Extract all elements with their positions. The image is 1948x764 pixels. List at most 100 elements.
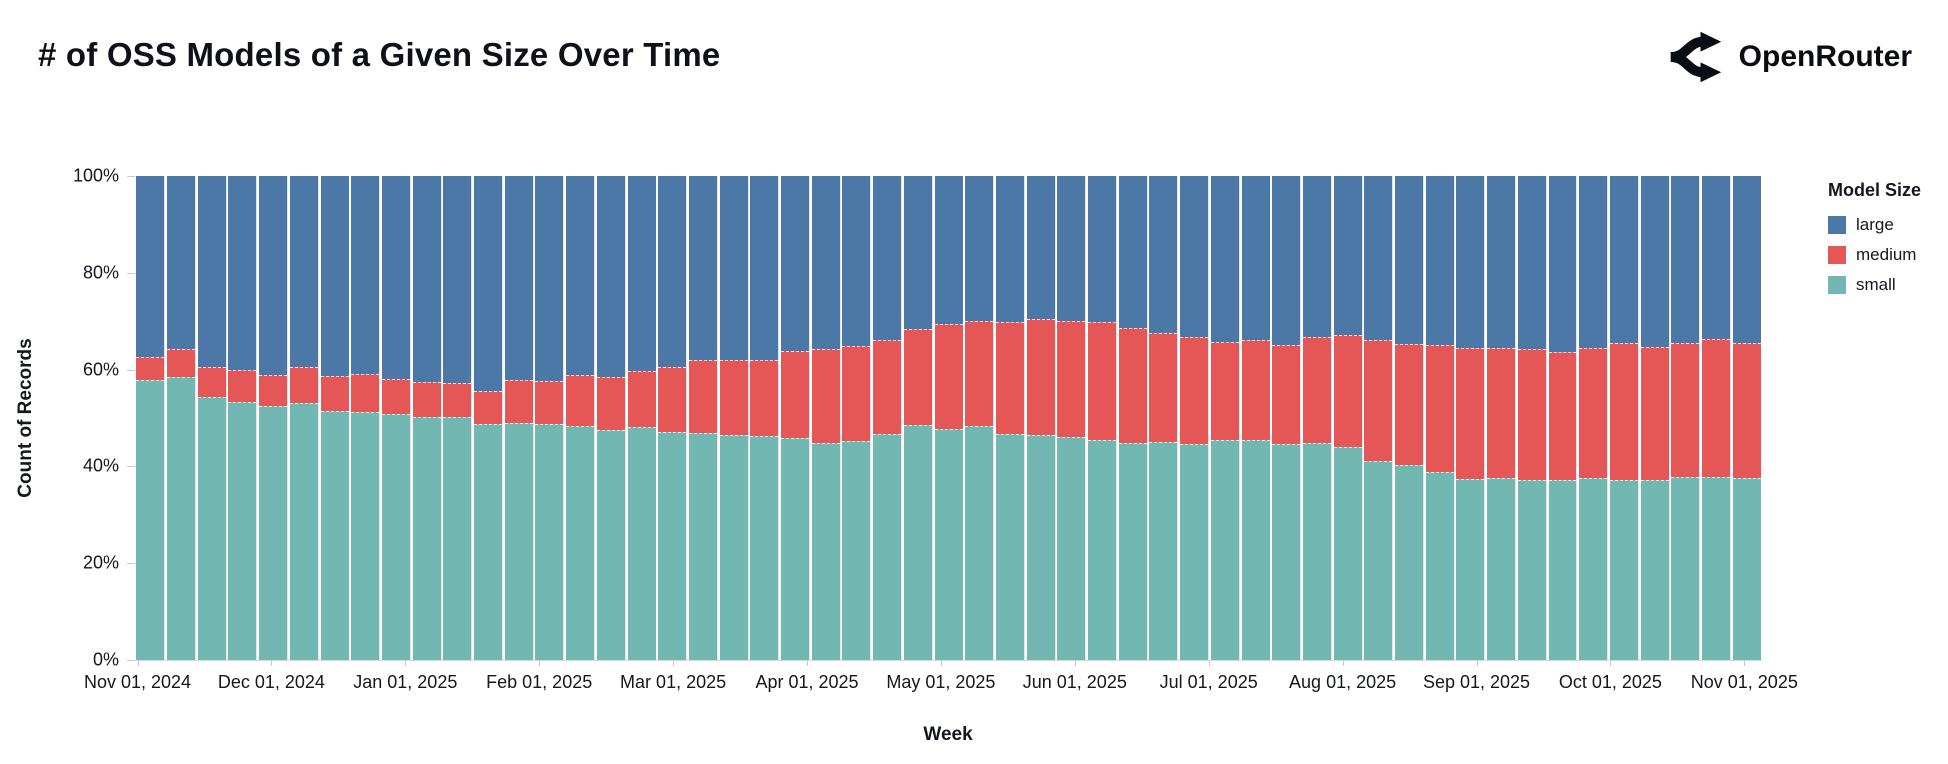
bar-segment-large [1180, 176, 1209, 338]
x-axis-tick [405, 660, 407, 666]
bar-segment-large [1210, 176, 1239, 342]
x-axis-label: Oct 01, 2025 [1558, 672, 1662, 692]
bar-segment-small [1210, 439, 1239, 660]
bar-segment-large [1272, 176, 1301, 346]
stacked-bar-week-36 [1210, 176, 1239, 660]
x-axis-tick [1476, 660, 1478, 666]
week-gridline [1515, 176, 1516, 660]
bar-segment-small [719, 435, 748, 660]
week-gridline [839, 176, 841, 660]
bar-segment-medium [1364, 340, 1393, 462]
bar-segment-small [1671, 476, 1700, 660]
y-axis-title: Count of Records [15, 338, 36, 498]
bar-segment-medium [596, 377, 625, 431]
stacked-bar-week-45 [1487, 176, 1516, 660]
stacked-bar-week-37 [1241, 176, 1270, 660]
bar-segment-large [1456, 176, 1485, 349]
week-gridline [287, 176, 289, 660]
y-axis-tick [127, 176, 135, 177]
bar-segment-large [1333, 176, 1362, 335]
week-gridline [1392, 176, 1394, 660]
bar-segment-large [1548, 176, 1577, 352]
week-gridline [409, 176, 411, 660]
bar-segment-small [873, 433, 902, 660]
week-gridline [164, 176, 166, 660]
bar-segment-medium [1333, 334, 1362, 447]
x-axis-label: Apr 01, 2025 [755, 672, 859, 692]
bar-segment-small [228, 402, 257, 660]
stacked-bar-week-11 [443, 176, 472, 660]
bar-segment-large [351, 176, 380, 375]
week-gridline [778, 176, 780, 660]
bar-segment-small [781, 437, 810, 660]
bar-segment-medium [842, 346, 871, 441]
bar-segment-medium [1026, 318, 1055, 435]
stacked-bar-week-28 [965, 176, 994, 660]
bar-segment-small [320, 410, 349, 660]
stacked-bar-week-41 [1364, 176, 1393, 660]
bar-segment-medium [965, 320, 994, 427]
bar-segment-small [1272, 444, 1301, 660]
bar-segment-small [136, 379, 165, 660]
y-axis-tick [127, 660, 135, 661]
week-gridline [532, 176, 534, 660]
page-title: # of OSS Models of a Given Size Over Tim… [38, 36, 721, 73]
x-axis-label: Nov 01, 2024 [83, 672, 192, 692]
bar-segment-small [351, 411, 380, 660]
bar-segment-medium [1640, 346, 1669, 480]
week-gridline [931, 176, 933, 660]
bar-segment-medium [934, 324, 963, 430]
week-gridline [1637, 176, 1639, 660]
week-gridline [1238, 176, 1240, 660]
stacked-bar-week-38 [1272, 176, 1301, 660]
y-axis-tick [127, 369, 135, 371]
y-axis-label: 40% [82, 455, 119, 476]
bar-segment-medium [811, 348, 840, 444]
week-gridline [348, 176, 350, 660]
week-gridline [225, 176, 227, 660]
bar-segment-medium [903, 329, 932, 425]
stacked-bar-week-51 [1671, 176, 1700, 660]
stacked-bar-week-4 [228, 176, 257, 660]
bar-segment-large [474, 176, 503, 392]
bar-segment-large [136, 176, 165, 357]
week-gridline [1484, 176, 1486, 660]
stacked-bar-week-47 [1548, 176, 1577, 660]
bar-segment-small [750, 436, 779, 660]
bar-segment-large [658, 176, 687, 367]
stacked-bar-week-1 [136, 176, 165, 660]
bar-segment-medium [1732, 342, 1761, 479]
bar-segment-medium [1302, 337, 1331, 444]
stacked-bar-week-24 [842, 176, 871, 660]
x-axis-label: Jan 01, 2025 [353, 672, 458, 692]
bar-segment-small [842, 440, 871, 660]
week-gridline [655, 176, 657, 660]
week-gridline [1023, 176, 1025, 660]
bar-segment-medium [1548, 351, 1577, 480]
week-gridline [1054, 176, 1056, 660]
bar-segment-medium [1609, 343, 1638, 481]
bar-segment-medium [167, 348, 196, 378]
bar-segment-large [965, 176, 994, 321]
bar-segment-medium [566, 375, 595, 426]
stacked-bar-week-17 [627, 176, 656, 660]
bar-segment-large [1395, 176, 1423, 345]
stacked-bar-week-52 [1702, 176, 1730, 660]
bar-segment-medium [136, 356, 165, 380]
bar-segment-medium [381, 378, 410, 415]
week-gridline [563, 176, 565, 660]
stacked-bar-week-7 [320, 176, 349, 660]
bar-segment-small [1180, 444, 1209, 660]
stacked-bar-week-20 [719, 176, 748, 660]
openrouter-logo-icon [1669, 31, 1721, 83]
week-gridline [1085, 176, 1087, 660]
week-gridline [594, 176, 596, 660]
x-axis-label: Nov 01, 2025 [1690, 672, 1798, 692]
bar-segment-small [1118, 443, 1147, 660]
bar-segment-small [474, 423, 503, 660]
stacked-bar-week-49 [1609, 176, 1638, 660]
bar-segment-small [535, 423, 564, 660]
week-gridline [1208, 176, 1210, 660]
bar-segment-small [995, 433, 1024, 660]
x-axis-label: Dec 01, 2024 [217, 672, 325, 692]
